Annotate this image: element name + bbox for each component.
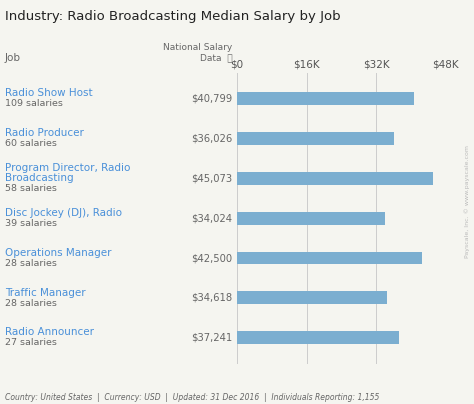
- Text: Radio Show Host: Radio Show Host: [5, 88, 92, 98]
- Text: Program Director, Radio: Program Director, Radio: [5, 163, 130, 173]
- Text: Radio Producer: Radio Producer: [5, 128, 83, 138]
- Bar: [237, 212, 385, 225]
- Text: Radio Announcer: Radio Announcer: [5, 328, 94, 337]
- Text: $34,024: $34,024: [191, 213, 232, 223]
- Text: 109 salaries: 109 salaries: [5, 99, 63, 108]
- Text: Broadcasting: Broadcasting: [5, 173, 73, 183]
- Text: Job: Job: [5, 53, 21, 63]
- Bar: [237, 92, 414, 105]
- Text: National Salary
Data  ⓘ: National Salary Data ⓘ: [163, 42, 232, 63]
- Text: 39 salaries: 39 salaries: [5, 219, 57, 228]
- Text: 28 salaries: 28 salaries: [5, 259, 56, 268]
- Text: Traffic Manager: Traffic Manager: [5, 288, 85, 298]
- Text: Disc Jockey (DJ), Radio: Disc Jockey (DJ), Radio: [5, 208, 122, 218]
- Bar: [237, 291, 387, 304]
- Text: 27 salaries: 27 salaries: [5, 339, 56, 347]
- Bar: [237, 331, 399, 344]
- Bar: [237, 132, 393, 145]
- Text: Industry: Radio Broadcasting Median Salary by Job: Industry: Radio Broadcasting Median Sala…: [5, 10, 340, 23]
- Text: 60 salaries: 60 salaries: [5, 139, 56, 148]
- Text: $42,500: $42,500: [191, 253, 232, 263]
- Text: Operations Manager: Operations Manager: [5, 248, 111, 258]
- Text: $40,799: $40,799: [191, 94, 232, 103]
- Text: 28 salaries: 28 salaries: [5, 299, 56, 307]
- Bar: [237, 252, 422, 264]
- Text: Payscale, Inc. © www.payscale.com: Payscale, Inc. © www.payscale.com: [464, 145, 470, 259]
- Text: $45,073: $45,073: [191, 173, 232, 183]
- Bar: [237, 172, 433, 185]
- Text: 58 salaries: 58 salaries: [5, 184, 56, 194]
- Text: Country: United States  |  Currency: USD  |  Updated: 31 Dec 2016  |  Individual: Country: United States | Currency: USD |…: [5, 393, 379, 402]
- Text: $37,241: $37,241: [191, 333, 232, 343]
- Text: $34,618: $34,618: [191, 293, 232, 303]
- Text: $36,026: $36,026: [191, 133, 232, 143]
